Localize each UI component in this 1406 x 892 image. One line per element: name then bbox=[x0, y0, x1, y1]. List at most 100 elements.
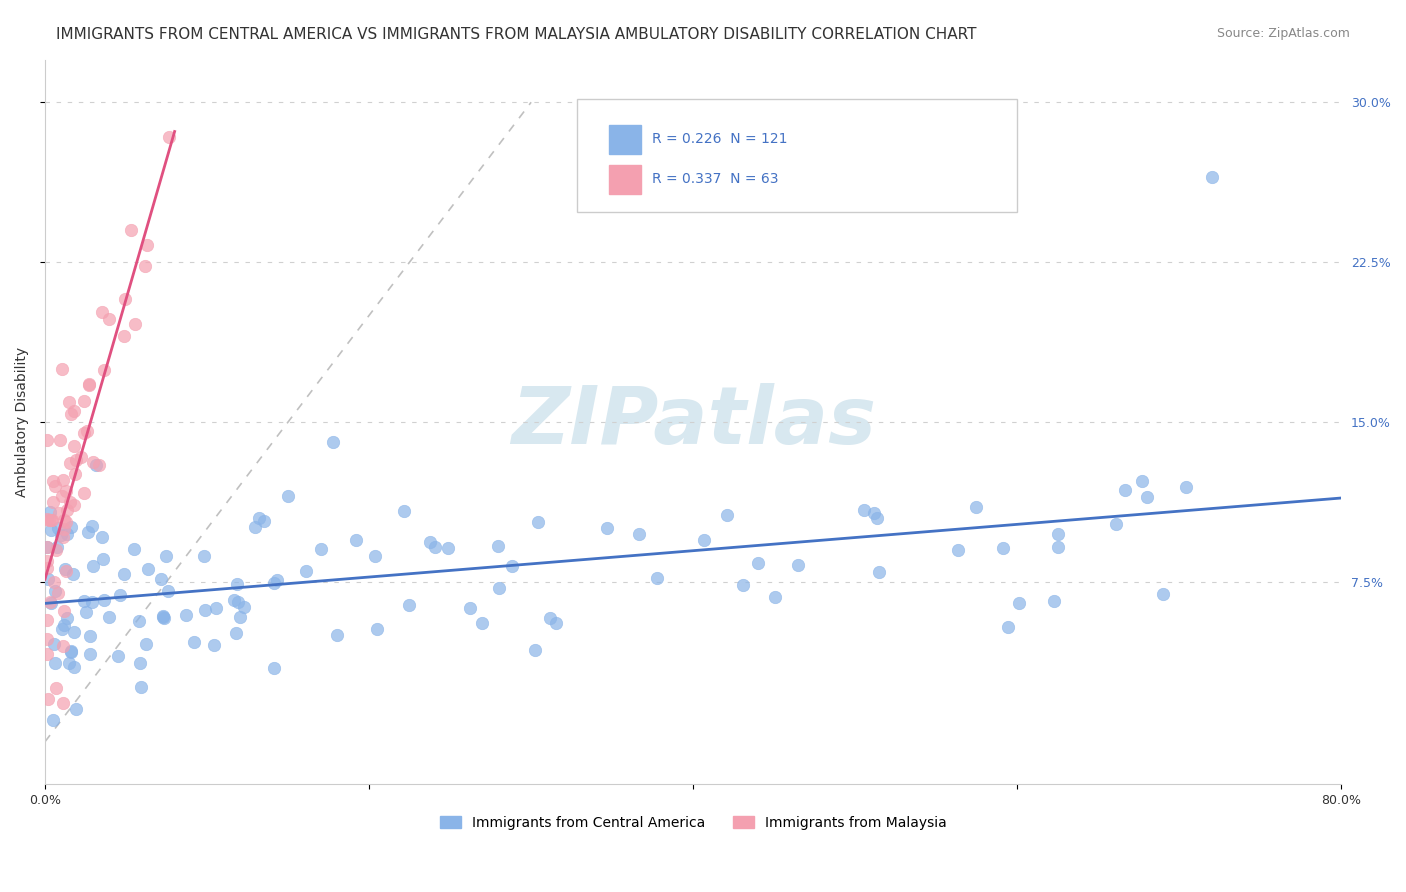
Y-axis label: Ambulatory Disability: Ambulatory Disability bbox=[15, 347, 30, 497]
Immigrants from Central America bbox=[53, 562, 76, 576]
Immigrants from Malaysia bbox=[41, 513, 63, 527]
Immigrants from Central America bbox=[97, 610, 120, 624]
Immigrants from Central America bbox=[1152, 587, 1174, 601]
Immigrants from Central America bbox=[419, 534, 441, 549]
Immigrants from Central America bbox=[225, 626, 247, 640]
Immigrants from Central America bbox=[863, 506, 886, 520]
Immigrants from Malaysia bbox=[77, 378, 100, 392]
Immigrants from Malaysia bbox=[38, 514, 60, 528]
Immigrants from Malaysia bbox=[51, 361, 73, 376]
Immigrants from Central America bbox=[39, 523, 62, 537]
Immigrants from Central America bbox=[326, 628, 349, 642]
Immigrants from Malaysia bbox=[35, 613, 58, 627]
Immigrants from Central America bbox=[80, 518, 103, 533]
Immigrants from Central America bbox=[544, 615, 567, 630]
Immigrants from Central America bbox=[852, 503, 875, 517]
Immigrants from Central America bbox=[647, 571, 669, 585]
Immigrants from Malaysia bbox=[159, 130, 181, 145]
Immigrants from Malaysia bbox=[35, 433, 58, 447]
Immigrants from Malaysia bbox=[52, 522, 75, 536]
Immigrants from Central America bbox=[1046, 526, 1069, 541]
Immigrants from Central America bbox=[131, 681, 153, 695]
Text: IMMIGRANTS FROM CENTRAL AMERICA VS IMMIGRANTS FROM MALAYSIA AMBULATORY DISABILIT: IMMIGRANTS FROM CENTRAL AMERICA VS IMMIG… bbox=[56, 27, 977, 42]
Immigrants from Central America bbox=[392, 504, 415, 518]
Immigrants from Central America bbox=[538, 611, 561, 625]
Immigrants from Central America bbox=[60, 643, 83, 657]
Immigrants from Central America bbox=[39, 596, 62, 610]
Immigrants from Central America bbox=[398, 598, 420, 612]
FancyBboxPatch shape bbox=[576, 100, 1018, 211]
Immigrants from Central America bbox=[225, 576, 247, 591]
Immigrants from Central America bbox=[156, 584, 179, 599]
Immigrants from Malaysia bbox=[44, 575, 66, 590]
Immigrants from Malaysia bbox=[35, 540, 58, 554]
Immigrants from Central America bbox=[46, 521, 69, 535]
Immigrants from Malaysia bbox=[63, 439, 86, 453]
Immigrants from Malaysia bbox=[38, 595, 60, 609]
Immigrants from Malaysia bbox=[44, 479, 66, 493]
Immigrants from Central America bbox=[59, 645, 82, 659]
Immigrants from Central America bbox=[65, 702, 87, 716]
Immigrants from Malaysia bbox=[59, 456, 82, 470]
Immigrants from Central America bbox=[247, 511, 270, 525]
Immigrants from Central America bbox=[965, 500, 987, 515]
Immigrants from Central America bbox=[229, 610, 252, 624]
Immigrants from Malaysia bbox=[52, 530, 75, 544]
Legend: Immigrants from Central America, Immigrants from Malaysia: Immigrants from Central America, Immigra… bbox=[434, 810, 952, 836]
Immigrants from Central America bbox=[79, 647, 101, 661]
Immigrants from Central America bbox=[628, 527, 651, 541]
Immigrants from Malaysia bbox=[53, 512, 76, 526]
Immigrants from Central America bbox=[75, 605, 97, 619]
Immigrants from Central America bbox=[53, 618, 76, 632]
Immigrants from Malaysia bbox=[93, 363, 115, 377]
Immigrants from Malaysia bbox=[52, 639, 75, 653]
Immigrants from Central America bbox=[62, 659, 84, 673]
Immigrants from Central America bbox=[763, 590, 786, 604]
Immigrants from Central America bbox=[153, 611, 176, 625]
Immigrants from Central America bbox=[76, 524, 98, 539]
Immigrants from Central America bbox=[80, 595, 103, 609]
Immigrants from Central America bbox=[56, 527, 79, 541]
Immigrants from Malaysia bbox=[37, 647, 59, 661]
Immigrants from Central America bbox=[202, 638, 225, 652]
Immigrants from Central America bbox=[194, 603, 217, 617]
Immigrants from Central America bbox=[294, 564, 316, 578]
Immigrants from Malaysia bbox=[48, 506, 70, 520]
Immigrants from Malaysia bbox=[77, 377, 100, 392]
Immigrants from Central America bbox=[79, 629, 101, 643]
Immigrants from Malaysia bbox=[69, 450, 91, 464]
Bar bbox=[609, 165, 641, 194]
Immigrants from Central America bbox=[128, 614, 150, 628]
Immigrants from Central America bbox=[1114, 483, 1136, 497]
Immigrants from Malaysia bbox=[55, 483, 77, 498]
Immigrants from Central America bbox=[84, 458, 107, 473]
Immigrants from Central America bbox=[122, 542, 145, 557]
Immigrants from Malaysia bbox=[120, 223, 142, 237]
Immigrants from Central America bbox=[693, 533, 716, 547]
Immigrants from Malaysia bbox=[72, 485, 94, 500]
Immigrants from Malaysia bbox=[76, 424, 98, 438]
Immigrants from Malaysia bbox=[41, 495, 63, 509]
Immigrants from Malaysia bbox=[55, 515, 77, 529]
Immigrants from Central America bbox=[364, 549, 387, 564]
Immigrants from Central America bbox=[263, 576, 285, 591]
Immigrants from Malaysia bbox=[134, 259, 156, 273]
Immigrants from Central America bbox=[425, 540, 447, 554]
Immigrants from Central America bbox=[49, 528, 72, 542]
Immigrants from Central America bbox=[527, 515, 550, 529]
Immigrants from Central America bbox=[997, 620, 1019, 634]
Immigrants from Malaysia bbox=[51, 489, 73, 503]
Immigrants from Central America bbox=[136, 562, 159, 576]
Immigrants from Central America bbox=[73, 593, 96, 607]
Text: R = 0.226  N = 121: R = 0.226 N = 121 bbox=[652, 132, 787, 146]
Immigrants from Malaysia bbox=[35, 512, 58, 526]
Immigrants from Central America bbox=[37, 572, 59, 586]
Text: Source: ZipAtlas.com: Source: ZipAtlas.com bbox=[1216, 27, 1350, 40]
Immigrants from Central America bbox=[437, 541, 460, 556]
Immigrants from Central America bbox=[596, 521, 619, 535]
Immigrants from Central America bbox=[183, 635, 205, 649]
Immigrants from Malaysia bbox=[65, 467, 87, 482]
Immigrants from Malaysia bbox=[114, 293, 136, 307]
Immigrants from Malaysia bbox=[63, 404, 86, 418]
Immigrants from Central America bbox=[233, 599, 256, 614]
